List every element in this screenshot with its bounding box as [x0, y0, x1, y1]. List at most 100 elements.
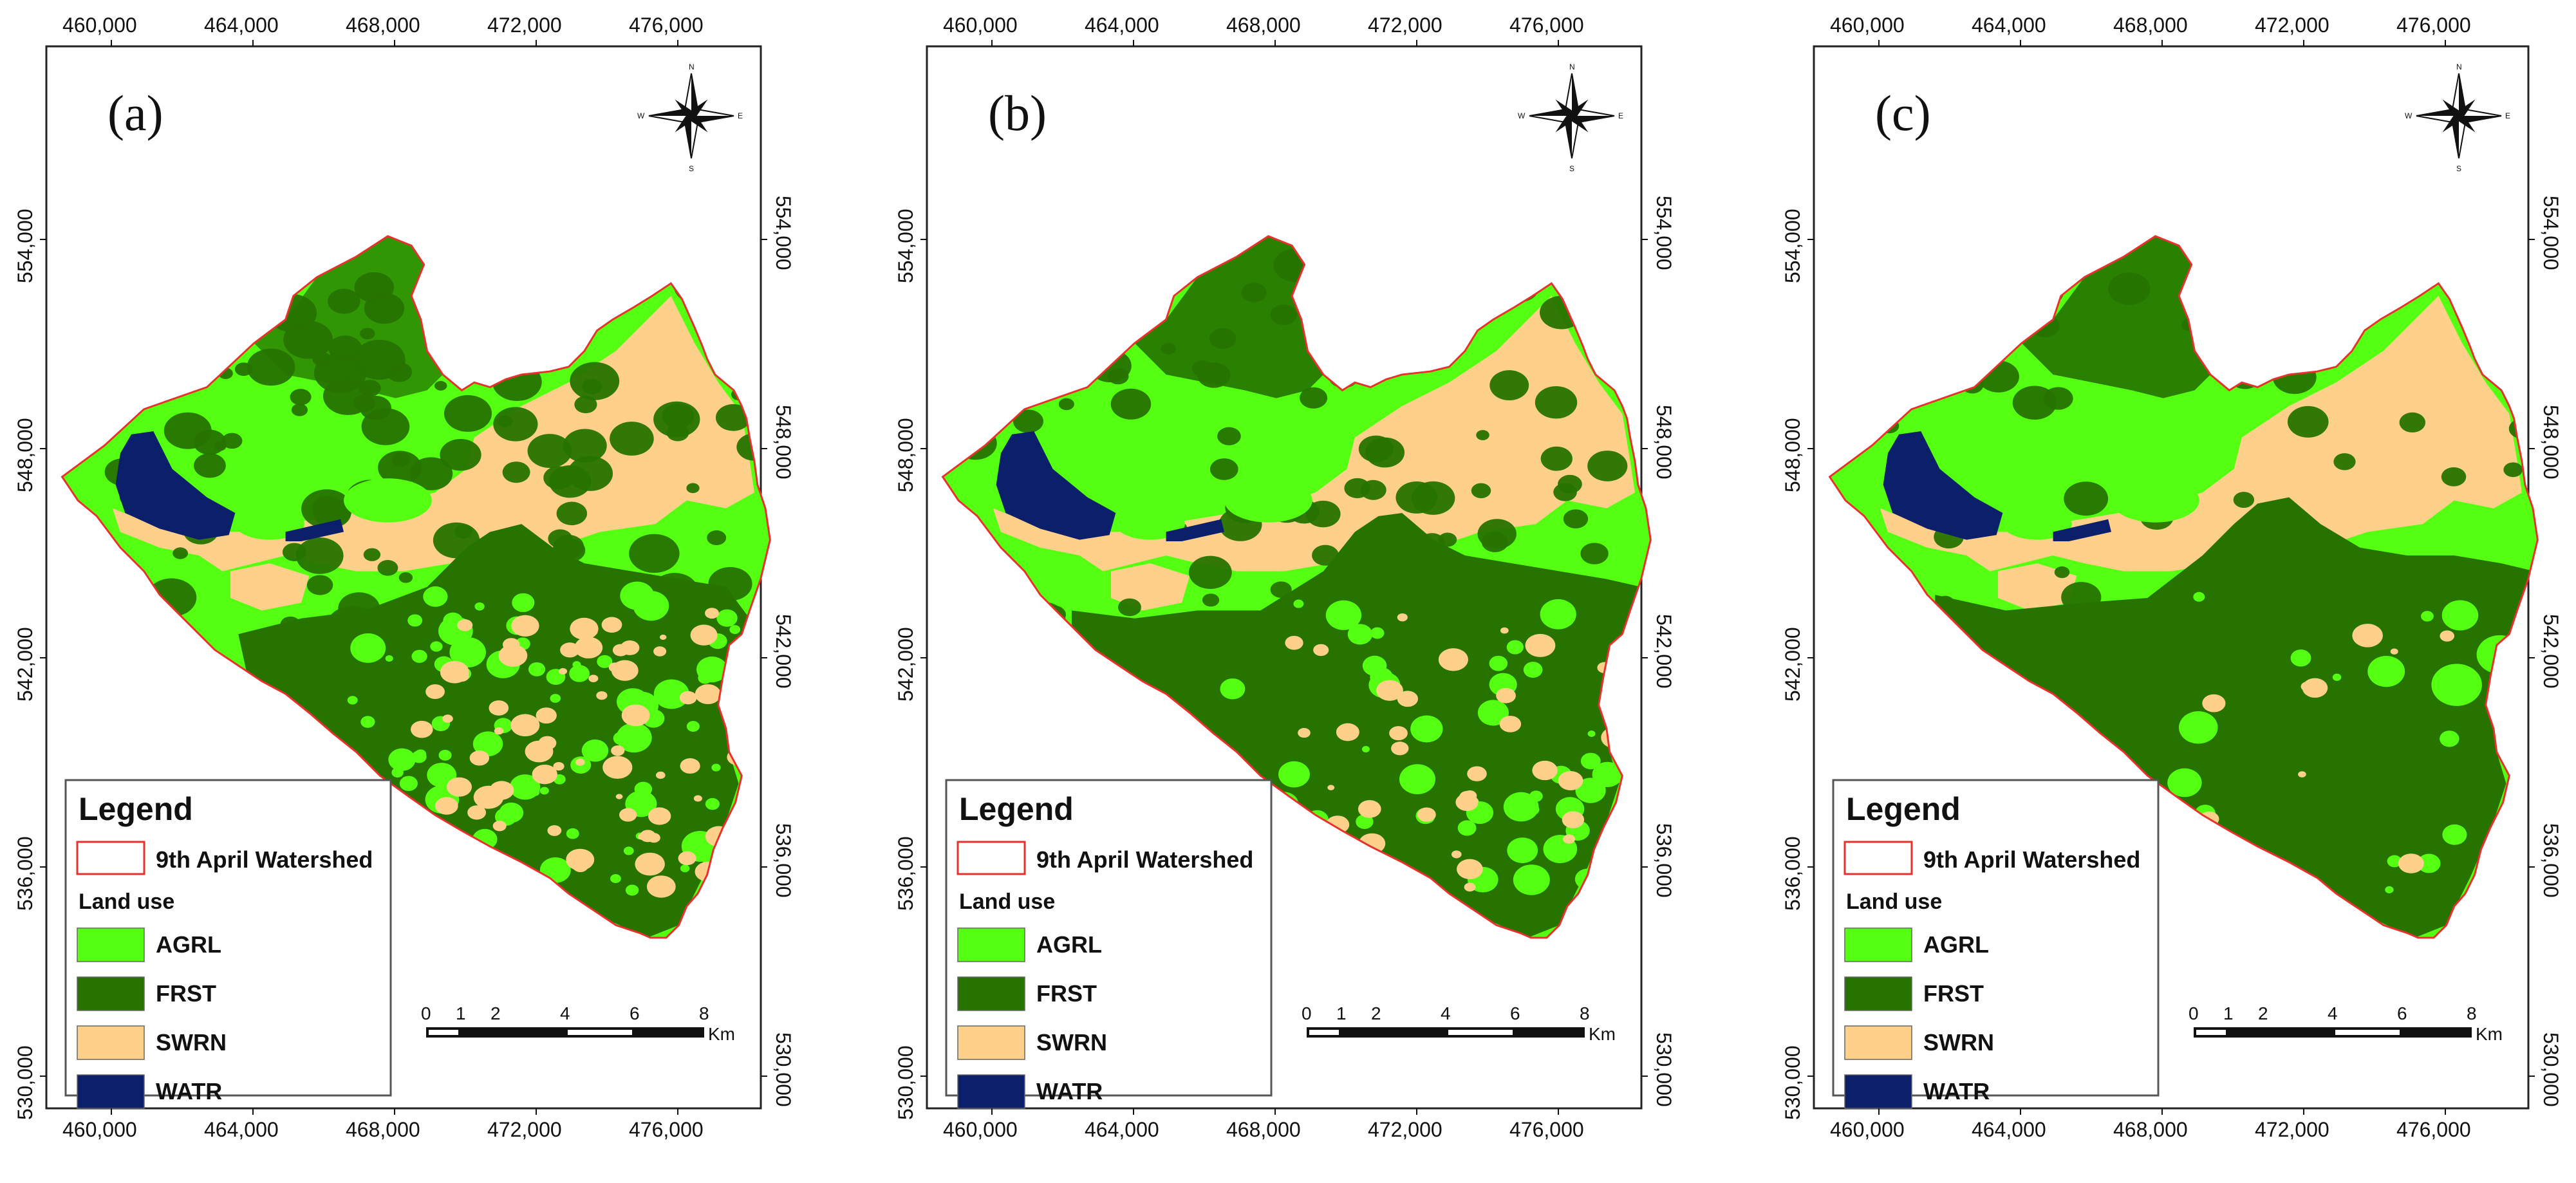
panel-label: (b) [988, 85, 1047, 141]
agrl-patch [388, 748, 416, 771]
agrl-patch [1361, 746, 1370, 753]
watershed-boundary [61, 235, 771, 939]
legend-watershed-label: 9th April Watershed [1923, 846, 2140, 873]
frst-area [1071, 513, 1641, 938]
x-tick-label-top: 472,000 [1368, 14, 1442, 37]
swrn-patch [442, 714, 453, 723]
compass-e: E [1618, 111, 1623, 120]
y-tick-label-right: 530,000 [2539, 1032, 2562, 1107]
scale-bar-unit: Km [708, 1024, 735, 1044]
legend-title: Legend [959, 791, 1074, 827]
agrl-patch [2385, 886, 2394, 893]
agrl-patch [1526, 804, 1540, 815]
frst-patch [247, 348, 295, 386]
y-tick-label-right: 542,000 [772, 614, 795, 689]
agrl-patch [633, 591, 669, 621]
watr-lake [285, 519, 344, 542]
scale-bar-tick-label: 2 [1371, 1003, 1381, 1023]
agrl-patch [415, 749, 427, 759]
swrn-patch [679, 691, 697, 705]
y-tick-label-right: 542,000 [1652, 614, 1675, 689]
scale-bar-tick-label: 4 [1441, 1003, 1451, 1023]
frst-patch [1936, 595, 1954, 610]
agrl-patch [1370, 627, 1385, 639]
frst-patch [1312, 545, 1339, 566]
swrn-patch [435, 797, 458, 815]
frst-patch [221, 433, 243, 449]
frst-patch [1395, 481, 1438, 514]
x-tick-label-top: 460,000 [1830, 14, 1905, 37]
swrn-area [112, 295, 754, 572]
frst-patch [1489, 370, 1529, 401]
x-tick-label-top: 476,000 [1509, 14, 1584, 37]
frst-patch [580, 570, 616, 598]
frst-patch [291, 404, 308, 416]
frst-patch [563, 429, 607, 463]
x-tick-label-top: 472,000 [2255, 14, 2329, 37]
swrn-patch [532, 765, 557, 785]
agrl-patch [2442, 824, 2467, 845]
compass-e: E [738, 111, 743, 120]
swrn-patch [1562, 811, 1585, 828]
swrn-patch [494, 727, 504, 735]
frst-patch [2333, 453, 2356, 470]
swrn-patch [602, 756, 633, 779]
agrl-patch [1513, 864, 1550, 895]
y-tick-label-right: 536,000 [1652, 823, 1675, 898]
swrn-patch [536, 707, 557, 724]
frst-patch [443, 395, 492, 432]
frst-patch [1270, 304, 1298, 326]
y-tick-label-left: 530,000 [894, 1045, 917, 1120]
legend-class-label: AGRL [1923, 931, 1989, 958]
legend-class-label: AGRL [156, 931, 221, 958]
frst-patch [2061, 582, 2102, 613]
agrl-patch [1587, 730, 1596, 737]
frst-patch [1358, 435, 1394, 463]
swrn-patch [1336, 723, 1359, 741]
frst-patch [574, 395, 597, 414]
swrn-patch [705, 608, 719, 619]
legend-class-label: WATR [1923, 1078, 1990, 1104]
scale-bar-tick-label: 6 [1510, 1003, 1520, 1023]
y-tick-label-right: 536,000 [772, 823, 795, 898]
swrn-patch [588, 675, 599, 682]
scale-bar-tick-label: 8 [1580, 1003, 1590, 1023]
y-tick-label-left: 536,000 [894, 836, 917, 911]
swrn-patch [1525, 633, 1556, 657]
x-tick-label-bottom: 464,000 [204, 1118, 279, 1141]
frst-patch [194, 453, 226, 478]
agrl-patch [597, 655, 613, 668]
agrl-patch [1489, 655, 1508, 671]
frst-patch [1419, 533, 1445, 553]
swrn-patch [559, 667, 568, 675]
swrn-patch [659, 635, 667, 640]
agrl-patch [1293, 599, 1304, 608]
legend-class-label: SWRN [1923, 1029, 1994, 1056]
x-tick-label-bottom: 460,000 [943, 1118, 1018, 1141]
x-tick-label-bottom: 468,000 [2113, 1118, 2188, 1141]
agrl-patch [653, 679, 689, 709]
swrn-patch [1417, 807, 1436, 822]
agrl-patch [539, 787, 549, 795]
scale-bar-unit: Km [1589, 1024, 1616, 1044]
scale-bar: 0 1 2 4 6 8Km [1302, 1003, 1616, 1044]
compass-s: S [2456, 164, 2461, 173]
legend: Legend 9th April Watershed Land use AGRL FRS… [945, 779, 1273, 1109]
agrl-patch [680, 864, 690, 873]
swrn-patch [653, 646, 667, 657]
y-tick-label-right: 542,000 [2539, 614, 2562, 689]
frst-patch [1540, 446, 1573, 471]
frst-patch [378, 451, 422, 485]
frst-patch [234, 362, 253, 377]
frst-patch [280, 616, 301, 632]
agrl-patch [1220, 678, 1246, 700]
legend-swatch-frst [957, 976, 1025, 1011]
scale-bar-tick-label: 6 [630, 1003, 640, 1023]
compass-n: N [2456, 62, 2462, 71]
swrn-patch [1455, 793, 1479, 811]
swrn-patch [574, 637, 603, 659]
agrl-patch [2290, 649, 2311, 667]
scale-bar-segment [2209, 1030, 2217, 1035]
frst-patch [1270, 581, 1292, 598]
